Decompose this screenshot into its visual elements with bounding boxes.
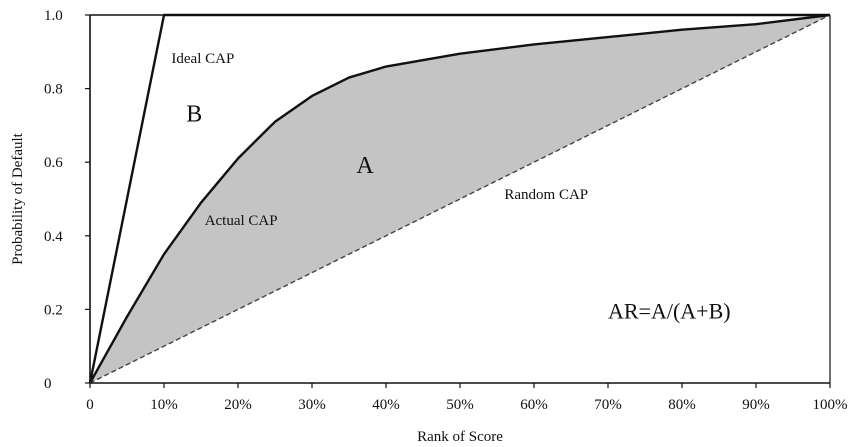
y-tick-label: 0.8 — [44, 82, 63, 98]
x-tick-label: 10% — [150, 397, 178, 413]
y-tick-label: 0.4 — [44, 229, 63, 245]
x-tick-label: 40% — [372, 397, 400, 413]
y-axis-title: Probability of Default — [10, 132, 26, 264]
annotation-ar-a-a-b: AR=A/(A+B) — [608, 299, 731, 324]
x-tick-label: 50% — [446, 397, 474, 413]
annotation-ideal-cap: Ideal CAP — [171, 51, 234, 67]
x-tick-label: 90% — [742, 397, 770, 413]
y-tick-label: 0.2 — [44, 302, 63, 318]
y-tick-label: 0.6 — [44, 155, 63, 171]
annotation-b: B — [186, 102, 202, 128]
y-tick-label: 0 — [44, 376, 52, 392]
annotation-a: A — [356, 153, 374, 179]
x-tick-label: 30% — [298, 397, 326, 413]
random-cap-line — [89, 14, 831, 384]
x-tick-label: 0 — [86, 397, 94, 413]
x-tick-label: 70% — [594, 397, 622, 413]
x-axis-title: Rank of Score — [417, 429, 503, 445]
actual-cap-line — [88, 13, 831, 384]
tick-layer: 0 10% 20% 30% 40% 50% 60% 70% 80% 90% 100% 0 0.2 0.4 0… — [44, 8, 848, 413]
annotation-actual-cap: Actual CAP — [205, 213, 278, 229]
x-tick-label: 20% — [224, 397, 252, 413]
x-tick-label: 100% — [813, 397, 848, 413]
annotation-random-cap: Random CAP — [504, 187, 588, 203]
y-tick-label: 1.0 — [44, 8, 63, 24]
x-tick-label: 80% — [668, 397, 696, 413]
x-tick-label: 60% — [520, 397, 548, 413]
annotation-layer: Ideal CAP B A Actual CAP Random CAP AR=A/(A+B… — [171, 51, 730, 324]
